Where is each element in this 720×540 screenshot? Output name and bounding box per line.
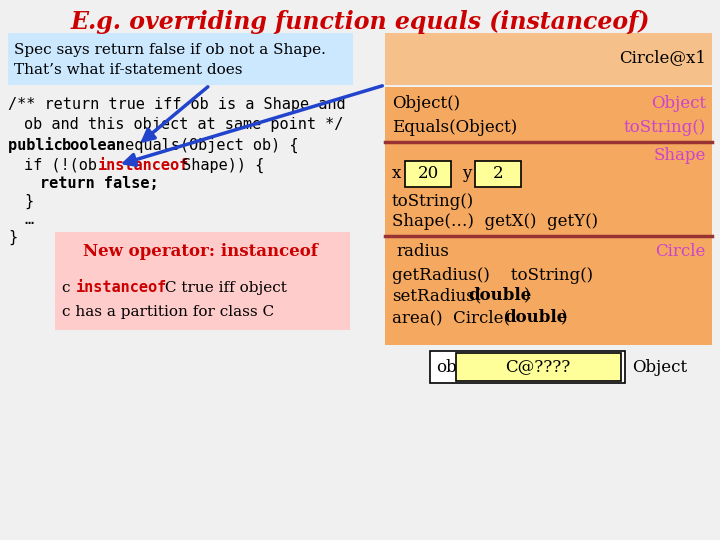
Text: Object: Object bbox=[651, 96, 706, 112]
Text: Object: Object bbox=[632, 359, 687, 375]
Text: instanceof: instanceof bbox=[98, 158, 189, 172]
Text: That’s what if-statement does: That’s what if-statement does bbox=[14, 63, 243, 77]
Text: …: … bbox=[24, 212, 33, 226]
Text: toString(): toString() bbox=[624, 119, 706, 137]
Text: toString(): toString() bbox=[392, 192, 474, 210]
FancyBboxPatch shape bbox=[385, 33, 712, 85]
FancyBboxPatch shape bbox=[55, 272, 350, 330]
Text: setRadius(: setRadius( bbox=[392, 287, 481, 305]
Text: Circle: Circle bbox=[656, 244, 706, 260]
Text: C true iff object: C true iff object bbox=[160, 281, 287, 295]
Text: Shape)) {: Shape)) { bbox=[173, 157, 264, 173]
Text: equals(Object ob) {: equals(Object ob) { bbox=[116, 137, 299, 153]
Text: x: x bbox=[392, 165, 401, 183]
Text: }: } bbox=[8, 230, 17, 245]
FancyBboxPatch shape bbox=[8, 33, 353, 85]
Text: 2: 2 bbox=[492, 165, 503, 183]
Text: Shape(…)  getX()  getY(): Shape(…) getX() getY() bbox=[392, 213, 598, 231]
Text: radius: radius bbox=[396, 244, 449, 260]
Text: c: c bbox=[62, 281, 76, 295]
Text: C@????: C@???? bbox=[505, 359, 571, 375]
Text: ob and this object at same point */: ob and this object at same point */ bbox=[24, 118, 343, 132]
Text: Shape: Shape bbox=[654, 147, 706, 165]
Text: ): ) bbox=[561, 309, 567, 327]
Text: New operator: instanceof: New operator: instanceof bbox=[83, 244, 318, 260]
FancyBboxPatch shape bbox=[475, 161, 521, 187]
Text: public: public bbox=[8, 137, 72, 153]
Text: y: y bbox=[462, 165, 472, 183]
Text: return false;: return false; bbox=[40, 176, 158, 191]
Text: Circle@x1: Circle@x1 bbox=[619, 50, 706, 66]
Text: E.g. overriding function equals (instanceof): E.g. overriding function equals (instanc… bbox=[71, 10, 649, 34]
Text: Equals(Object): Equals(Object) bbox=[392, 119, 517, 137]
Text: double: double bbox=[504, 309, 567, 327]
Text: 20: 20 bbox=[418, 165, 438, 183]
Text: ob: ob bbox=[436, 359, 456, 375]
Text: instanceof: instanceof bbox=[76, 280, 167, 295]
Text: getRadius()    toString(): getRadius() toString() bbox=[392, 267, 593, 285]
Text: double: double bbox=[468, 287, 531, 305]
Text: area()  Circle(: area() Circle( bbox=[392, 309, 510, 327]
Text: /** return true iff ob is a Shape and: /** return true iff ob is a Shape and bbox=[8, 98, 346, 112]
FancyBboxPatch shape bbox=[55, 232, 350, 272]
Text: boolean: boolean bbox=[62, 138, 126, 152]
Text: if (!(ob: if (!(ob bbox=[24, 158, 106, 172]
Text: ): ) bbox=[524, 287, 531, 305]
Text: }: } bbox=[24, 193, 33, 208]
Text: c has a partition for class C: c has a partition for class C bbox=[62, 305, 274, 319]
FancyBboxPatch shape bbox=[405, 161, 451, 187]
FancyBboxPatch shape bbox=[456, 353, 621, 381]
FancyBboxPatch shape bbox=[430, 351, 625, 383]
Text: Spec says return false if ob not a Shape.: Spec says return false if ob not a Shape… bbox=[14, 43, 326, 57]
FancyBboxPatch shape bbox=[385, 87, 712, 345]
Text: Object(): Object() bbox=[392, 96, 460, 112]
